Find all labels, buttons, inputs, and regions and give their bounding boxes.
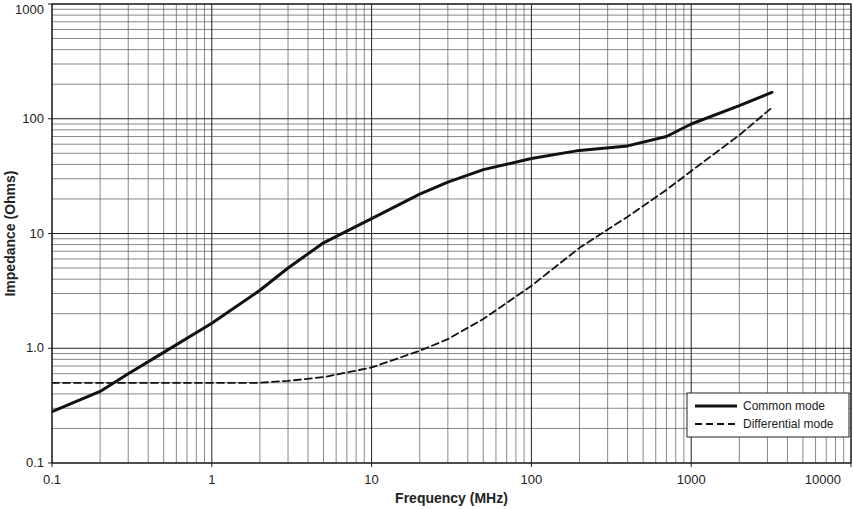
minor-grid-line	[52, 124, 851, 125]
minor-grid-line	[52, 144, 851, 145]
x-tick-label: 10000	[805, 472, 841, 487]
minor-grid-line	[52, 153, 851, 154]
x-tick-label: 1000	[677, 472, 706, 487]
minor-grid-line	[52, 268, 851, 269]
minor-grid-line	[52, 21, 851, 22]
x-tick-label: 1	[208, 472, 215, 487]
minor-grid-line	[52, 164, 851, 165]
legend: Common mode Differential mode	[687, 393, 849, 437]
minor-grid-line	[52, 313, 851, 314]
minor-grid-line	[52, 366, 851, 367]
minor-grid-line	[52, 258, 851, 259]
grid-line	[52, 233, 851, 234]
y-tick-label: 10	[30, 226, 44, 241]
series-line	[52, 108, 772, 383]
chart: 0.1 1 10 100 1000 10000 0.1 1.0 10 100 1000 Frequen…	[0, 0, 853, 509]
y-tick-label: 1.0	[26, 340, 44, 355]
minor-grid-line	[52, 359, 851, 360]
minor-grid-line	[52, 251, 851, 252]
x-tick-label: 100	[521, 472, 543, 487]
minor-grid-line	[52, 15, 851, 16]
legend-box	[687, 393, 849, 437]
y-tick-label: 1000	[15, 2, 44, 17]
minor-grid-line	[52, 9, 851, 10]
y-tick-label: 0.1	[26, 455, 44, 470]
legend-swatch	[695, 405, 737, 408]
minor-grid-line	[52, 29, 851, 30]
minor-grid-line	[52, 293, 851, 294]
legend-label: Common mode	[743, 399, 825, 413]
minor-grid-line	[52, 178, 851, 179]
y-tick-label: 100	[22, 111, 44, 126]
series-line	[52, 92, 772, 411]
minor-grid-line	[52, 238, 851, 239]
grid	[52, 4, 851, 463]
minor-grid-line	[52, 64, 851, 65]
minor-grid-line	[52, 49, 851, 50]
minor-grid-line	[52, 353, 851, 354]
y-axis-title: Impedance (Ohms)	[2, 170, 18, 296]
minor-grid-line	[52, 198, 851, 199]
minor-grid-line	[52, 38, 851, 39]
plot-frame	[52, 4, 851, 463]
minor-grid-line	[52, 279, 851, 280]
minor-grid-line	[52, 373, 851, 374]
legend-label: Differential mode	[743, 417, 834, 431]
legend-swatch	[695, 423, 737, 425]
minor-grid-line	[52, 129, 851, 130]
x-tick-label: 0.1	[43, 472, 61, 487]
minor-grid-line	[52, 84, 851, 85]
series-group	[52, 92, 772, 411]
minor-grid-line	[52, 244, 851, 245]
grid-line	[52, 118, 851, 119]
minor-grid-line	[52, 136, 851, 137]
x-tick-label: 10	[364, 472, 378, 487]
minor-grid-line	[52, 382, 851, 383]
x-axis-title: Frequency (MHz)	[395, 490, 508, 506]
